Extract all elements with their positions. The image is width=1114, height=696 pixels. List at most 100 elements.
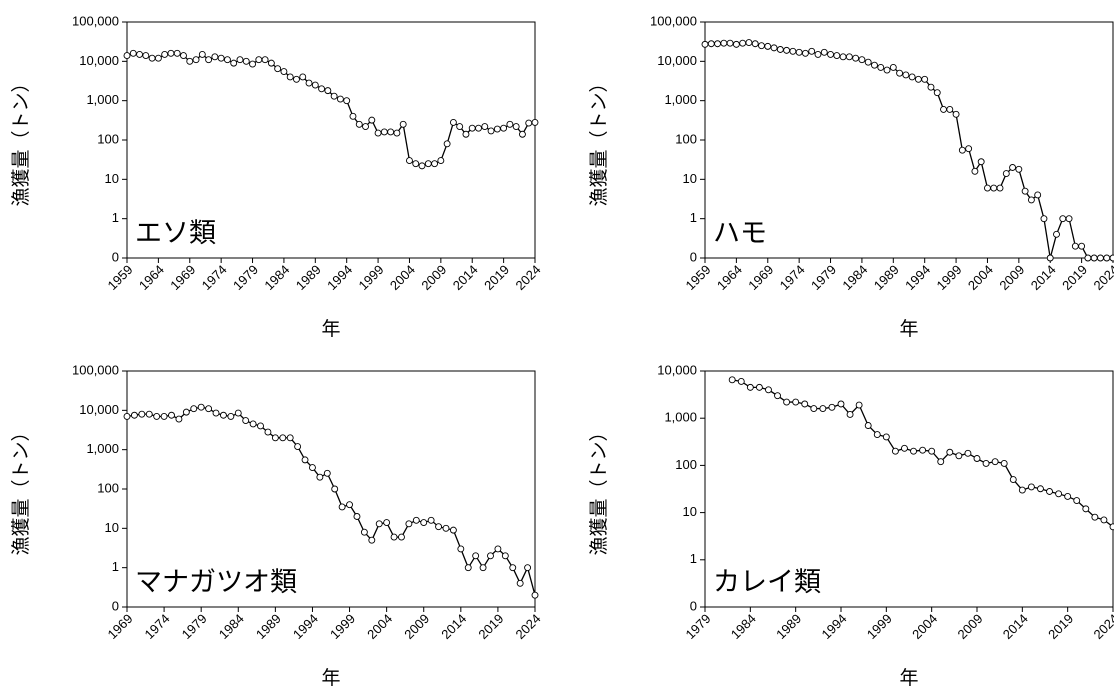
data-point xyxy=(138,410,146,418)
x-tick-label: 1959 xyxy=(104,262,135,293)
y-tick-label: 0 xyxy=(112,249,119,264)
data-point xyxy=(1053,230,1060,238)
data-point xyxy=(792,398,800,406)
x-tick-label: 2024 xyxy=(512,611,543,642)
data-point xyxy=(776,46,784,53)
data-point xyxy=(180,52,187,60)
data-point xyxy=(487,552,494,560)
data-point xyxy=(871,61,878,69)
data-point xyxy=(375,520,383,528)
y-tick-label: 10,000 xyxy=(79,402,119,417)
data-point xyxy=(360,528,368,536)
data-point xyxy=(755,383,763,391)
data-point xyxy=(311,81,319,89)
x-tick-label: 1979 xyxy=(682,611,713,642)
data-point xyxy=(1091,513,1099,521)
data-point xyxy=(468,124,476,132)
data-point xyxy=(1109,523,1114,531)
data-point xyxy=(368,116,376,124)
x-tick-label: 2004 xyxy=(965,262,996,293)
data-point xyxy=(464,564,472,572)
data-point xyxy=(383,519,391,527)
data-point xyxy=(758,42,765,50)
data-point xyxy=(294,443,302,451)
x-tick-label: 2024 xyxy=(512,262,543,293)
x-tick-label: 2019 xyxy=(475,611,506,642)
data-point xyxy=(286,73,294,81)
y-tick-label: 10 xyxy=(105,520,119,535)
data-point xyxy=(1015,165,1023,173)
x-tick-label: 2024 xyxy=(1090,262,1114,293)
data-point xyxy=(795,48,803,56)
x-tick-label: 2004 xyxy=(909,611,940,642)
data-point xyxy=(1018,486,1026,494)
data-point xyxy=(301,456,309,464)
data-point xyxy=(420,519,428,527)
x-tick-label: 2009 xyxy=(996,262,1027,293)
data-point xyxy=(928,447,936,455)
data-point xyxy=(1009,476,1017,484)
data-point xyxy=(418,162,426,170)
y-tick-label: 1 xyxy=(112,210,119,225)
data-point xyxy=(1071,242,1079,250)
data-point xyxy=(946,448,954,456)
x-tick-label: 2019 xyxy=(1059,262,1090,293)
data-point xyxy=(828,403,836,411)
data-point xyxy=(145,410,153,418)
x-tick-label: 2009 xyxy=(418,262,449,293)
data-point xyxy=(160,412,168,420)
x-tick-label: 1969 xyxy=(104,611,135,642)
data-point xyxy=(1000,459,1008,467)
data-point xyxy=(236,56,244,64)
x-tick-label: 2009 xyxy=(401,611,432,642)
x-tick-label: 1969 xyxy=(745,262,776,293)
x-tick-label: 1984 xyxy=(728,611,759,642)
panel-label: ハモ xyxy=(713,218,767,248)
data-point xyxy=(783,46,791,54)
data-point xyxy=(801,400,809,408)
data-point xyxy=(223,56,231,64)
x-tick-label: 1984 xyxy=(839,262,870,293)
data-point xyxy=(442,524,450,532)
x-tick-label: 1974 xyxy=(142,611,173,642)
data-point xyxy=(1059,215,1067,223)
data-point xyxy=(136,50,144,58)
data-point xyxy=(973,455,981,462)
data-point xyxy=(346,501,353,509)
data-point xyxy=(764,42,772,50)
data-point xyxy=(255,56,263,64)
data-point xyxy=(1034,191,1042,199)
data-point xyxy=(864,422,872,429)
data-point xyxy=(919,446,927,454)
data-point xyxy=(737,378,745,385)
data-point xyxy=(192,56,200,64)
data-point xyxy=(305,79,313,87)
x-tick-label: 1964 xyxy=(714,262,745,293)
x-tick-label: 1979 xyxy=(230,262,261,293)
data-point xyxy=(877,63,885,71)
x-tick-label: 1999 xyxy=(864,611,895,642)
data-point xyxy=(964,449,972,457)
data-point xyxy=(173,49,181,57)
data-point xyxy=(908,73,916,81)
data-point xyxy=(330,92,338,100)
data-point xyxy=(475,124,482,132)
data-point xyxy=(167,49,175,57)
data-point xyxy=(1084,254,1092,262)
data-point xyxy=(175,415,183,423)
data-point xyxy=(161,50,169,58)
panel-label: カレイ類 xyxy=(713,567,821,597)
data-point xyxy=(154,54,162,62)
data-point xyxy=(516,579,524,587)
data-point xyxy=(368,536,376,544)
data-point xyxy=(205,56,213,64)
x-tick-label: 1984 xyxy=(216,611,247,642)
y-tick-label: 100,000 xyxy=(72,13,119,28)
data-point xyxy=(774,392,781,400)
y-tick-label: 10 xyxy=(105,171,119,186)
data-point xyxy=(264,428,272,436)
data-point xyxy=(833,52,841,60)
data-point xyxy=(1027,196,1035,204)
